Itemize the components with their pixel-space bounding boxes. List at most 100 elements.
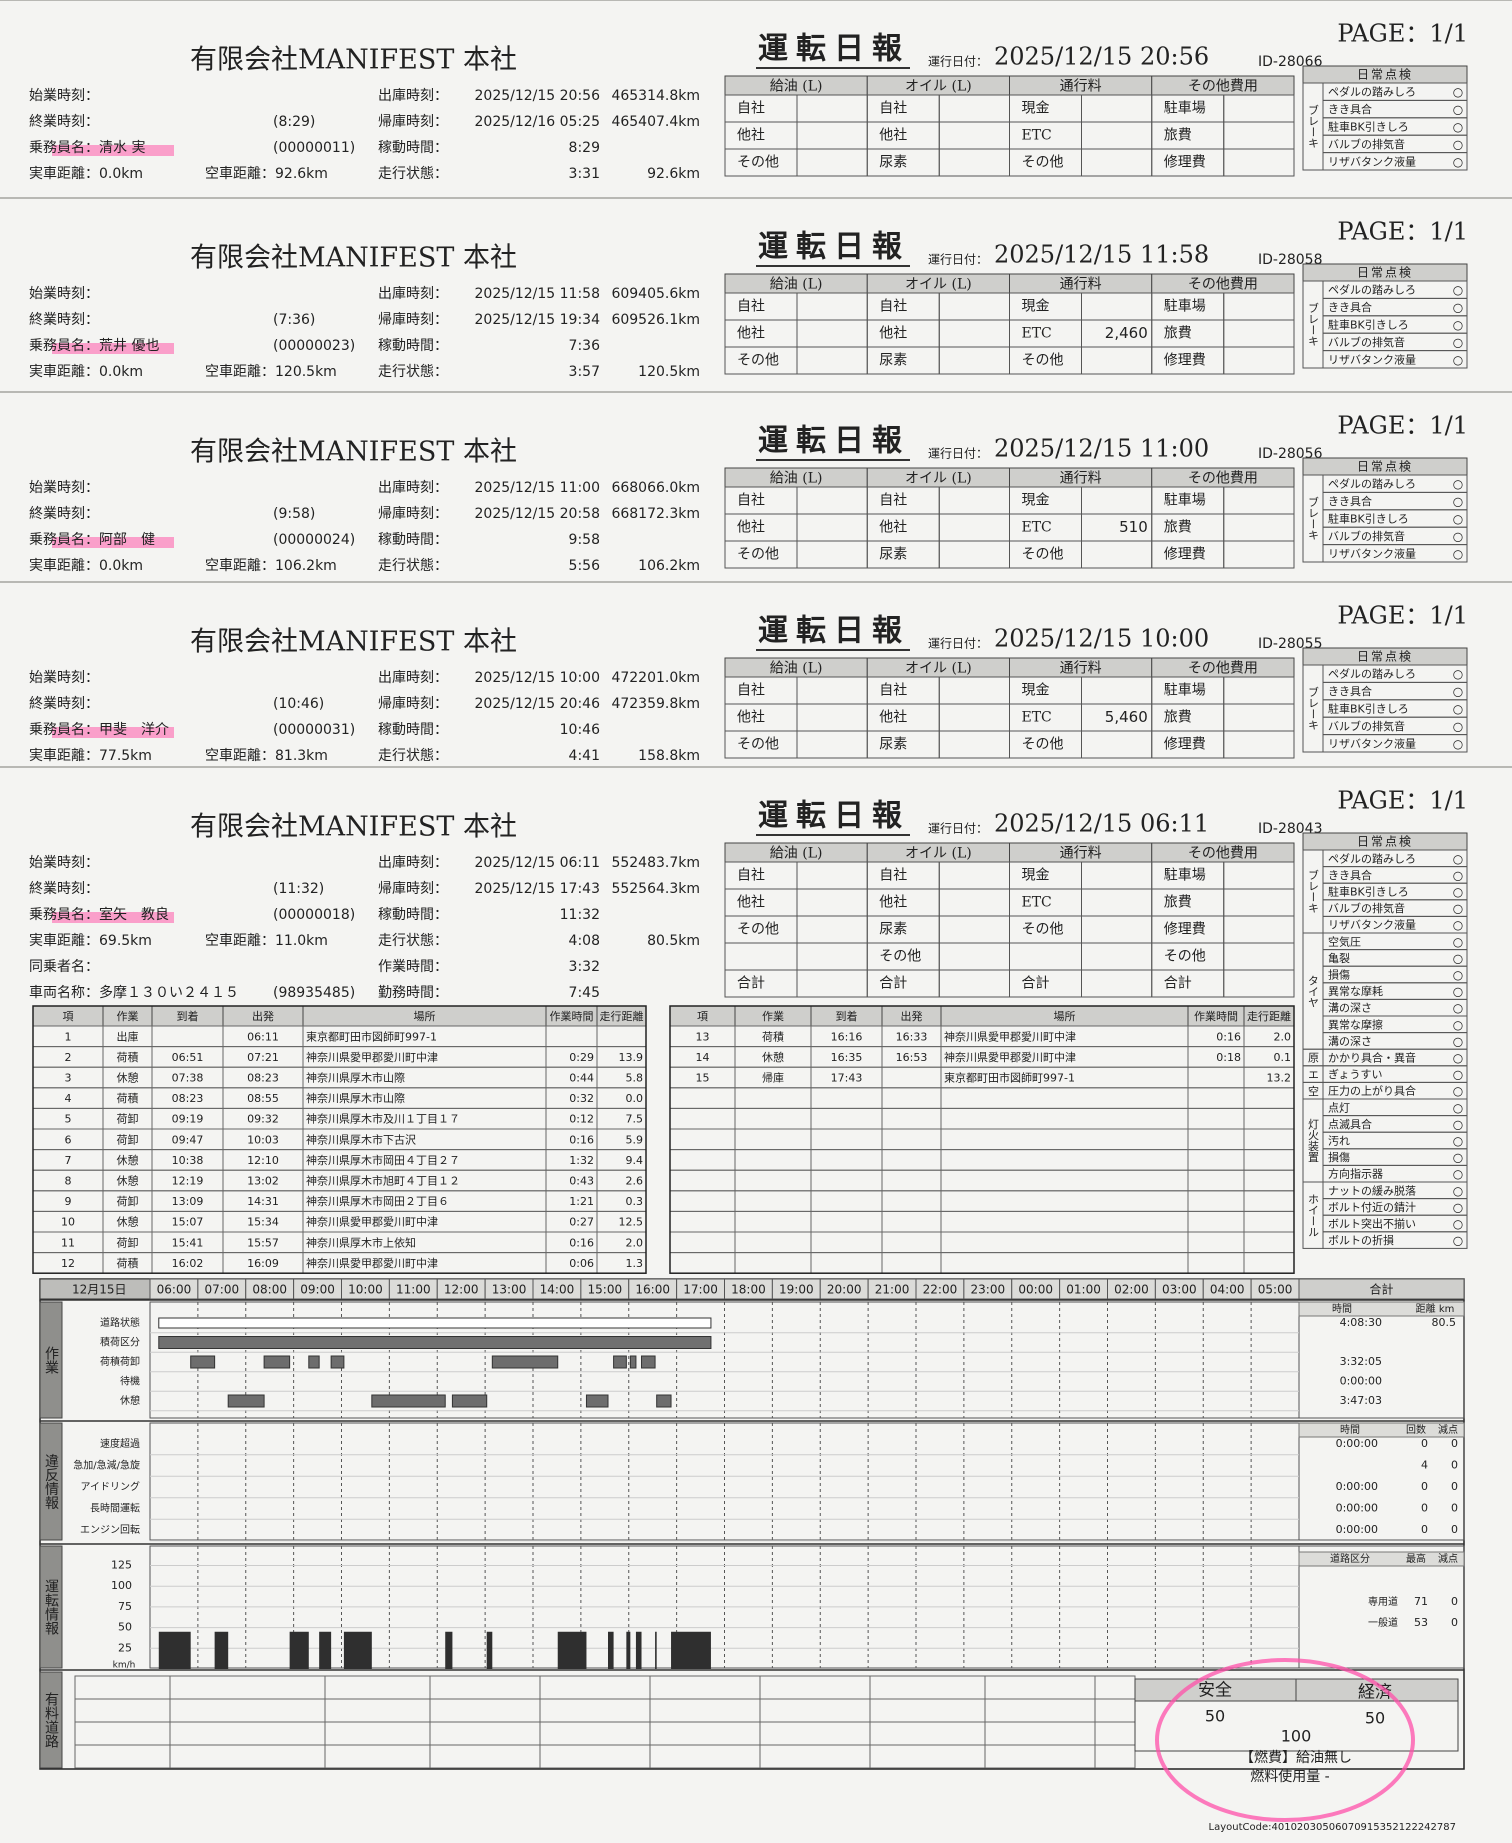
inspection-item: ボルトの折損 — [1328, 1233, 1394, 1247]
header-code: (7:36) — [273, 312, 315, 328]
header-distance: 空車距離：11.0km — [205, 932, 328, 949]
header-label: 勤務時間： — [378, 985, 448, 1001]
cost-label: 他社 — [879, 326, 907, 342]
header-label: 帰庫時刻： — [378, 880, 448, 897]
cost-label: 駐車場 — [1164, 867, 1206, 884]
driving-interval — [289, 1631, 309, 1669]
violation-value: 0 — [1451, 1523, 1458, 1536]
work-cell-text: 神奈川県愛甲郡愛川町中津 — [306, 1050, 438, 1064]
inspection-group: 灯火装置 — [1307, 1118, 1320, 1162]
inspection-item: ボルト突出不揃い — [1328, 1217, 1416, 1231]
header-label: 実車距離：0.0km — [29, 557, 143, 574]
header-label: 実車距離：0.0km — [29, 165, 143, 182]
header-code: (00000018) — [273, 907, 355, 923]
company-name: 有限会社MANIFEST 本社 — [190, 437, 517, 468]
work-cell-text: 15:57 — [247, 1236, 279, 1249]
inspection-item: 損傷 — [1328, 968, 1350, 982]
header-km: 609405.6km — [611, 286, 700, 302]
work-cell-text: 09:32 — [247, 1113, 279, 1126]
inspection-mark: ○ — [1453, 495, 1463, 509]
total-time: 0:00:00 — [1340, 1375, 1382, 1388]
inspection-item: リザバタンク液量 — [1328, 352, 1416, 366]
inspection-item: 駐車BK引きしろ — [1328, 512, 1409, 526]
inspection-mark: ○ — [1453, 353, 1463, 367]
header-label: 終業時刻： — [29, 114, 99, 130]
report-title: 運転日報 — [758, 799, 910, 834]
header-value: 4:08 — [569, 933, 600, 949]
inspection-mark: ○ — [1453, 935, 1463, 949]
cost-label: 現金 — [1022, 868, 1050, 884]
violation-label: アイドリング — [81, 1480, 141, 1493]
totals-header: 減点 — [1438, 1552, 1458, 1565]
hour-label: 04:00 — [1210, 1283, 1245, 1297]
header-label: 帰庫時刻： — [378, 311, 448, 328]
layout-code: LayoutCode:40102030506070915352122242787 — [1209, 1822, 1456, 1833]
date-label: 運行日付： — [928, 822, 988, 836]
date: 2025/12/15 20:56 — [994, 43, 1209, 71]
hour-label: 19:00 — [779, 1283, 814, 1297]
report-title: 運転日報 — [758, 32, 910, 67]
cost-label: 自社 — [879, 101, 907, 117]
header-value: 7:36 — [569, 338, 601, 354]
work-cell-text: 3 — [65, 1072, 72, 1085]
cost-label: その他 — [1022, 922, 1064, 938]
cost-label: 現金 — [1022, 299, 1050, 315]
company-name: 有限会社MANIFEST 本社 — [190, 627, 517, 658]
work-cell-text: 神奈川県愛甲郡愛川町中津 — [944, 1050, 1076, 1064]
work-cell-text: 16:33 — [896, 1030, 928, 1043]
inspection-item: バルブの排気音 — [1328, 137, 1405, 151]
header-value: 2025/12/15 17:43 — [475, 881, 601, 897]
header-label: 終業時刻： — [29, 506, 99, 522]
cost-label: 合計 — [737, 976, 765, 992]
report-title: 運転日報 — [758, 424, 910, 459]
cost-header: 通行料 — [1060, 277, 1102, 293]
header-code: (00000031) — [273, 722, 355, 738]
section-band — [39, 1422, 63, 1541]
inspection-mark: ○ — [1453, 852, 1463, 866]
inspection-item: ペダルの踏みしろ — [1328, 851, 1416, 865]
cost-label: 自社 — [737, 101, 765, 117]
header-value: 2025/12/15 20:58 — [475, 506, 601, 522]
work-header: 出発 — [252, 1009, 274, 1023]
hour-label: 17:00 — [683, 1283, 718, 1297]
inspection-group: タイヤ — [1307, 974, 1320, 1007]
inspection-item: 点滅具合 — [1328, 1117, 1372, 1131]
section-band — [39, 1671, 63, 1769]
header-distance: 空車距離：81.3km — [205, 747, 328, 764]
work-cell-text: 0:06 — [569, 1257, 594, 1270]
work-cell-text: 0.1 — [1274, 1051, 1292, 1064]
hour-label: 03:00 — [1162, 1283, 1197, 1297]
inspection-item: 汚れ — [1328, 1135, 1350, 1148]
work-interval-bar — [451, 1394, 488, 1408]
cost-value-cell — [1223, 346, 1295, 375]
cost-label: 他社 — [737, 128, 765, 144]
violation-label: 急加/急減/急旋 — [73, 1459, 140, 1472]
header-label: 終業時刻： — [29, 881, 99, 897]
cost-label: 自社 — [879, 299, 907, 315]
inspection-mark: ○ — [1453, 547, 1463, 561]
inspection-item: リザバタンク液量 — [1328, 918, 1416, 932]
work-interval-bar — [190, 1355, 216, 1369]
cost-label: 自社 — [879, 683, 907, 699]
inspection-title: 日常点検 — [1357, 650, 1413, 664]
header-label: 帰庫時刻： — [378, 113, 448, 130]
work-cell-text: 休憩 — [117, 1153, 139, 1167]
cost-label: 駐車場 — [1164, 100, 1206, 117]
header-code: (9:58) — [273, 506, 315, 522]
header-label: 稼動時間： — [378, 140, 448, 156]
cost-header: その他費用 — [1188, 79, 1258, 95]
header-label: 実車距離：77.5km — [29, 747, 152, 764]
work-interval-bar — [491, 1355, 559, 1369]
header-km: 668172.3km — [611, 506, 700, 522]
header-label: 稼動時間： — [378, 907, 448, 923]
work-cell-text: 荷卸 — [117, 1132, 139, 1146]
road-state-bar — [158, 1317, 712, 1329]
work-interval-bar — [585, 1394, 609, 1408]
work-header: 場所 — [414, 1010, 436, 1023]
work-cell-text: 5.8 — [626, 1072, 644, 1085]
section-name: 作業 — [43, 1346, 59, 1374]
company-name: 有限会社MANIFEST 本社 — [190, 243, 517, 274]
header-km: 465314.8km — [611, 88, 700, 104]
work-cell-text: 神奈川県厚木市下古沢 — [306, 1132, 416, 1146]
